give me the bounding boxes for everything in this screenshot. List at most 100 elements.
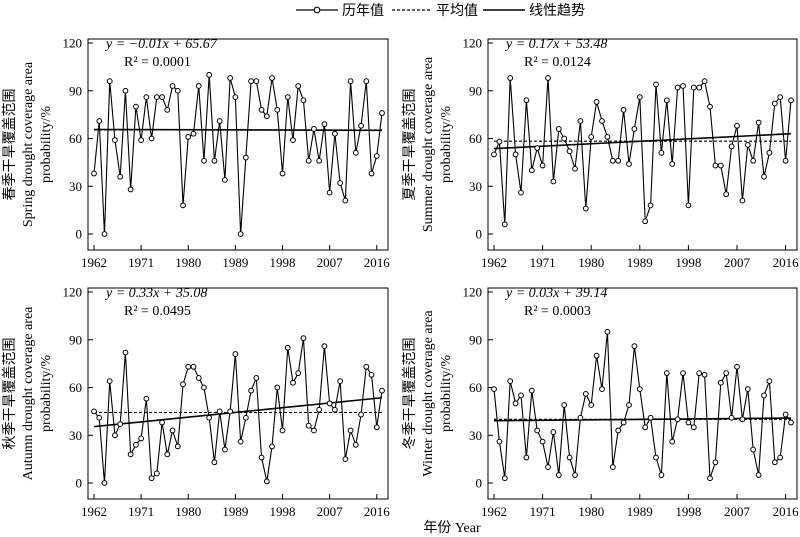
data-point [216,408,223,415]
y-tick-label: 30 [469,428,482,443]
data-point [674,416,681,423]
data-point [534,145,541,151]
data-point [164,106,171,113]
data-point [555,126,562,132]
data-point [211,459,218,466]
panel-3: 0 30 60 90 120 1962 1971 1980 1989 1998 2007 2016 秋季… [1,285,390,520]
data-point [321,121,328,128]
data-point [269,443,275,450]
data-point [582,205,589,212]
data-point [669,161,676,167]
data-point [337,180,344,186]
x-tick-label: 1989 [222,255,248,270]
data-point [101,480,108,486]
data-point [566,454,573,461]
data-point [122,87,129,94]
data-point [295,370,302,377]
data-point [545,464,551,470]
data-point [164,451,171,458]
data-point [620,419,627,426]
data-point [642,424,649,431]
data-point [761,392,767,399]
r-squared: R² = 0.0124 [524,55,591,70]
data-point [555,472,562,478]
data-point [561,402,568,408]
data-point [523,454,530,461]
data-point [734,363,740,370]
data-point [539,162,546,169]
data-point [658,149,665,156]
data-point [620,106,627,113]
data-point [258,106,265,113]
legend: 历年值 平均值 线性趋势 [296,3,585,19]
y-axis-label: Autumn drought coverage area [21,306,36,481]
data-point [501,221,508,228]
data-point [148,475,155,482]
data-point [153,94,160,101]
trend-equation: y = 0.33x + 35.08 [104,286,207,301]
data-point [690,424,697,431]
x-tick-label: 1980 [175,504,201,519]
data-point [127,186,134,193]
y-tick-label: 90 [69,83,82,98]
data-point [572,472,578,478]
data-point [337,378,344,385]
data-point [701,371,708,378]
data-point [690,84,697,91]
data-point [599,118,605,124]
data-point [528,167,535,174]
data-point [352,149,359,156]
data-point [696,84,703,91]
data-point [739,197,746,204]
data-point [528,387,535,394]
y-tick-label: 0 [476,476,483,491]
data-point [242,154,249,161]
y-tick-label: 0 [76,227,83,242]
data-point [788,97,794,104]
y-tick-label: 30 [69,179,82,194]
data-point [539,438,546,445]
data-point [258,454,265,461]
data-point [106,378,113,385]
y-tick-label: 0 [76,476,83,491]
data-point [91,170,97,177]
data-point [496,438,503,445]
data-point [685,419,692,426]
data-point [274,384,281,391]
data-point [248,78,254,85]
y-axis-label: probability/% [39,106,54,183]
x-tick-label: 2007 [317,255,344,270]
x-tick-label: 1998 [675,504,701,519]
y-tick-label: 90 [69,332,82,347]
data-point [712,162,719,169]
data-point [593,98,600,105]
panel-1: 0 30 60 90 120 1962 1971 1980 1989 1998 2007 2016 春季… [1,36,390,271]
x-tick-label: 2016 [364,504,391,519]
x-tick-label: 1971 [128,504,154,519]
data-point [680,370,686,377]
data-point [788,419,794,426]
y-axis-label: 春季干旱覆盖范围 [1,89,18,201]
data-point [132,441,139,448]
data-point [782,157,789,164]
data-point [248,387,254,394]
y-tick-label: 120 [463,285,483,300]
data-point [352,441,359,448]
panel-4: 0 30 60 90 120 1962 1971 1980 1989 1998 2007 2016 冬季… [401,285,799,520]
x-axis-title: 年份 Year [423,520,481,536]
data-point [363,363,370,370]
series-line [493,331,792,479]
x-tick-label: 1962 [81,504,107,519]
data-point [523,97,530,104]
data-point [237,231,244,237]
trend-equation: y = −0.01x + 65.67 [104,37,218,52]
data-point [771,100,778,107]
data-point [279,427,286,434]
plot-frame [87,287,389,500]
data-point [290,379,296,386]
x-tick-label: 1962 [481,504,507,519]
data-point [222,446,228,453]
data-point [316,406,323,413]
x-tick-label: 2007 [724,504,751,519]
data-point [501,475,508,482]
